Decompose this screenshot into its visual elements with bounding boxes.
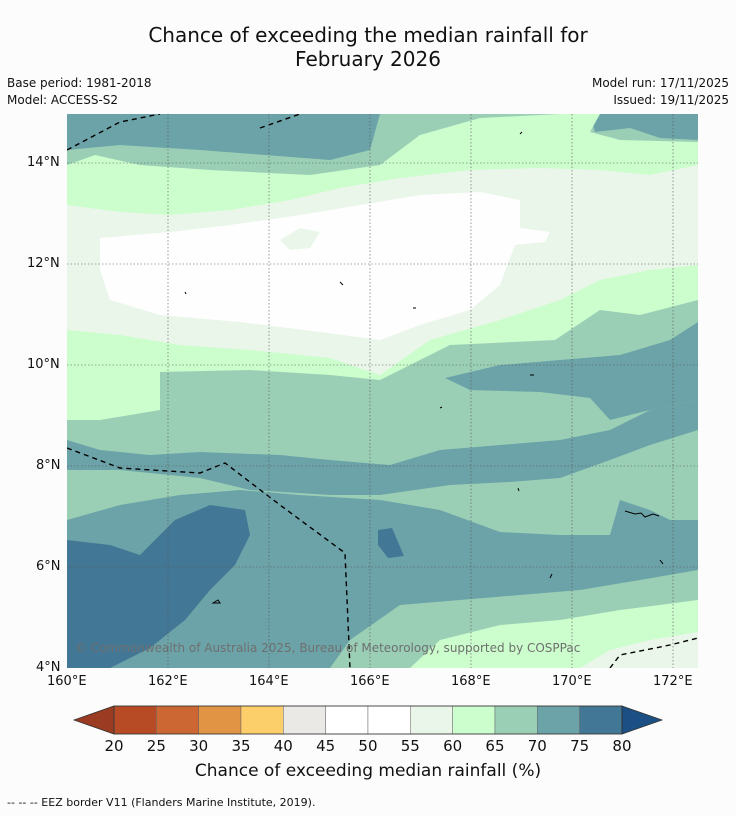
colorbar-label: 20 xyxy=(104,737,124,755)
zone-75-northeast xyxy=(590,114,698,140)
map-title: Chance of exceeding the median rainfall … xyxy=(148,23,588,47)
colorbar-swatch xyxy=(325,705,369,735)
gridlines xyxy=(67,114,698,668)
base-period: Base period: 1981-2018 xyxy=(7,76,152,90)
zone-70-south xyxy=(67,430,698,535)
colorbar-swatch xyxy=(537,705,580,735)
colorbar-swatch xyxy=(410,705,453,735)
colorbar-swatch xyxy=(494,705,538,735)
zone-60-islet xyxy=(280,228,320,250)
colorbar-swatch xyxy=(283,705,326,735)
colorbar-swatch xyxy=(113,705,157,735)
zone-50 xyxy=(100,192,550,340)
colorbar-label: 25 xyxy=(146,737,166,755)
zone-75-north xyxy=(67,114,380,160)
model-name: Model: ACCESS-S2 xyxy=(7,93,119,107)
colorbar-title: Chance of exceeding median rainfall (%) xyxy=(194,761,542,781)
lon-tick-170: 170°E xyxy=(552,674,592,689)
lon-tick-164: 164°E xyxy=(249,674,289,689)
lat-tick-8: 8°N xyxy=(36,458,61,473)
eez-border-west xyxy=(67,447,351,668)
colorbar-label: 65 xyxy=(485,737,505,755)
zone-80-small xyxy=(378,528,404,558)
colorbar-swatch xyxy=(156,705,199,735)
colorbar-label: 60 xyxy=(443,737,463,755)
colorbar-label: 75 xyxy=(570,737,590,755)
zone-80 xyxy=(67,505,250,668)
colorbar xyxy=(72,705,664,735)
issued-date: Issued: 19/11/2025 xyxy=(613,93,729,107)
eez-border-north xyxy=(67,114,301,151)
lat-tick-10: 10°N xyxy=(27,357,60,372)
colorbar-label: 45 xyxy=(316,737,336,755)
model-run: Model run: 17/11/2025 xyxy=(591,76,729,90)
colorbar-extend-high xyxy=(621,705,664,735)
colorbar-label: 30 xyxy=(189,737,209,755)
colorbar-label: 35 xyxy=(231,737,251,755)
colorbar-swatch xyxy=(579,705,623,735)
meta-right: Model run: 17/11/2025 Issued: 19/11/2025 xyxy=(592,75,729,109)
colorbar-swatch xyxy=(367,705,411,735)
footer-legend: -- -- -- EEZ border V11 (Flanders Marine… xyxy=(7,796,316,809)
zone-60-southeast xyxy=(580,632,698,668)
lon-tick-162: 162°E xyxy=(148,674,188,689)
eez-border-south xyxy=(609,637,698,668)
lon-tick-166: 166°E xyxy=(350,674,390,689)
meta-left: Base period: 1981-2018 Model: ACCESS-S2 xyxy=(7,75,152,109)
zone-75-east xyxy=(445,322,698,420)
colorbar-label: 55 xyxy=(400,737,420,755)
islands xyxy=(184,131,664,604)
lat-tick-6: 6°N xyxy=(36,559,61,574)
lon-tick-160: 160°E xyxy=(47,674,87,689)
lat-tick-14: 14°N xyxy=(27,155,60,170)
map-subtitle: February 2026 xyxy=(295,47,441,71)
copyright-text: © Commonwealth of Australia 2025, Bureau… xyxy=(75,641,580,655)
lat-tick-4: 4°N xyxy=(36,660,61,675)
lon-tick-168: 168°E xyxy=(451,674,491,689)
colorbar-label: 70 xyxy=(527,737,547,755)
lon-tick-172: 172°E xyxy=(653,674,693,689)
colorbar-label: 80 xyxy=(612,737,632,755)
colorbar-swatch xyxy=(452,705,496,735)
contour-layer: © Commonwealth of Australia 2025, Bureau… xyxy=(67,114,698,668)
lat-tick-12: 12°N xyxy=(27,256,60,271)
colorbar-label: 40 xyxy=(273,737,293,755)
colorbar-extend-low xyxy=(72,705,115,735)
colorbar-label: 50 xyxy=(358,737,378,755)
colorbar-swatch xyxy=(198,705,242,735)
colorbar-swatch xyxy=(240,705,284,735)
